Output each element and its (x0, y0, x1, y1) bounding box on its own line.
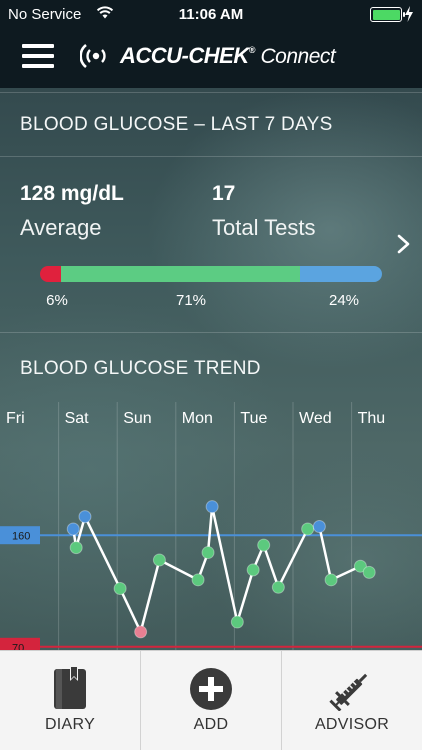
data-point (78, 510, 92, 524)
day-label-sun: Sun (123, 410, 151, 427)
low-range-segment (40, 266, 61, 282)
data-point (301, 522, 315, 536)
status-bar: No Service 11:06 AM (0, 0, 422, 30)
brand-registered: ® (248, 45, 256, 55)
carrier-label: No Service (8, 6, 82, 23)
threshold-label-160: 160 (12, 531, 30, 543)
data-point (230, 615, 244, 629)
brand-connect: Connect (260, 45, 336, 68)
brand-name: ACCU-CHEK® Connect (120, 43, 336, 69)
tab-add[interactable]: ADD (141, 651, 282, 750)
summary-title: BLOOD GLUCOSE – LAST 7 DAYS (20, 114, 333, 135)
trend-chart-svg: Fri Sat Sun Mon Tue Wed Thu 160 70 (0, 402, 422, 650)
bottom-tab-bar: DIARY ADD ADVISOR (0, 650, 422, 750)
high-range-segment (299, 266, 382, 282)
accu-chek-logo-icon (80, 43, 106, 69)
divider (0, 92, 422, 93)
average-value: 128 mg/dL (20, 182, 124, 205)
chevron-right-icon[interactable] (396, 233, 412, 255)
syringe-icon (329, 673, 368, 711)
in-range-segment (60, 266, 300, 282)
threshold-tag-160 (0, 526, 40, 545)
data-point (324, 573, 338, 587)
divider (0, 156, 422, 157)
battery-icon (370, 7, 405, 22)
day-label-tue: Tue (240, 410, 267, 427)
data-point (353, 559, 367, 573)
total-tests-value: 17 (212, 182, 236, 205)
data-point (257, 538, 271, 552)
in-range-percent: 71% (175, 292, 207, 309)
data-point (271, 580, 285, 594)
data-point (134, 625, 148, 639)
data-point (205, 500, 219, 514)
data-point (113, 582, 127, 596)
total-tests-label: Total Tests (212, 215, 316, 240)
threshold-tag-70 (0, 637, 40, 650)
day-label-mon: Mon (182, 410, 213, 427)
add-icon (190, 668, 232, 710)
average-label: Average (20, 215, 102, 240)
data-point (69, 541, 83, 555)
tab-diary-label: DIARY (44, 716, 96, 733)
trend-line (72, 505, 370, 634)
charging-icon (405, 6, 413, 22)
day-label-fri: Fri (6, 410, 25, 427)
tab-diary[interactable]: DIARY (0, 651, 141, 750)
data-point (362, 565, 376, 579)
data-point (246, 563, 260, 577)
clock: 11:06 AM (178, 6, 244, 23)
tab-advisor-label: ADVISOR (314, 716, 390, 733)
data-point (152, 553, 166, 567)
day-label-wed: Wed (299, 410, 332, 427)
data-point (191, 573, 205, 587)
range-distribution-bar (40, 266, 382, 282)
data-point (201, 546, 215, 560)
tab-add-label: ADD (193, 716, 229, 733)
threshold-label-70: 70 (12, 642, 24, 650)
brand-main: ACCU-CHEK (120, 43, 249, 68)
data-point (66, 522, 80, 536)
top-bar: No Service 11:06 AM ACCU-CHEK® Connect (0, 0, 422, 88)
tab-advisor[interactable]: ADVISOR (282, 651, 422, 750)
day-label-sat: Sat (65, 410, 90, 427)
high-percent: 24% (328, 292, 360, 309)
app-logo: ACCU-CHEK® Connect (80, 41, 336, 71)
data-point (312, 520, 326, 534)
divider (0, 332, 422, 333)
day-label-thu: Thu (358, 410, 386, 427)
trend-title: BLOOD GLUCOSE TREND (20, 358, 261, 379)
low-percent: 6% (46, 292, 68, 309)
blood-glucose-trend-chart: Fri Sat Sun Mon Tue Wed Thu 160 70 (0, 402, 422, 650)
diary-icon (54, 667, 86, 709)
hamburger-icon[interactable] (22, 44, 54, 68)
wifi-icon (96, 6, 114, 19)
